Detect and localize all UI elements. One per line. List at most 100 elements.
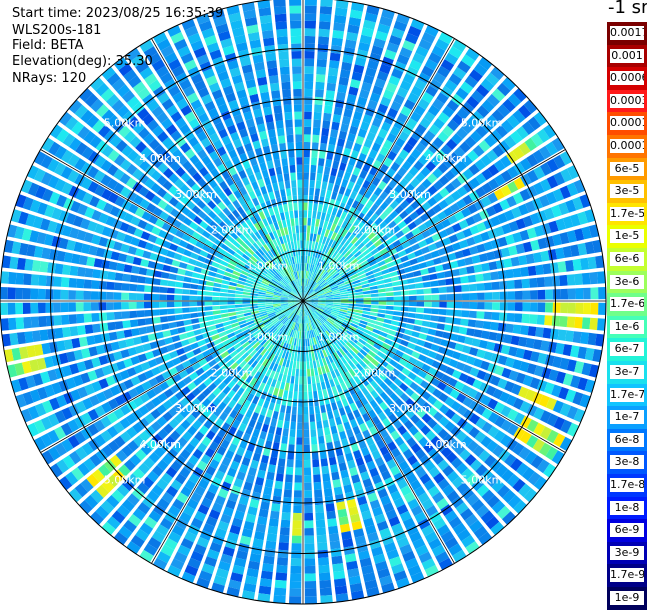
beta-cell: [470, 302, 478, 309]
beta-cell: [424, 295, 432, 300]
beta-cell: [313, 467, 321, 475]
beta-cell: [386, 306, 394, 310]
beta-cell: [84, 313, 92, 322]
colorbar-label: 0.0017: [610, 26, 644, 40]
beta-cell: [262, 563, 274, 572]
beta-cell: [335, 494, 344, 503]
beta-cell: [328, 68, 338, 77]
beta-cell: [490, 271, 499, 280]
beta-cell: [262, 30, 274, 39]
beta-cell: [513, 268, 522, 278]
beta-cell: [431, 288, 439, 294]
beta-cell: [492, 312, 500, 320]
colorbar-cell: 6e-8: [607, 429, 647, 452]
beta-cell: [583, 288, 591, 300]
beta-cell: [308, 210, 312, 218]
beta-cell: [304, 134, 311, 142]
beta-cell: [274, 588, 286, 596]
beta-cell: [278, 550, 289, 558]
beta-cell: [144, 294, 152, 301]
beta-cell: [498, 323, 507, 332]
beta-cell: [197, 307, 205, 312]
beta-cell: [283, 97, 292, 105]
beta-cell: [263, 556, 274, 565]
beta-cell: [106, 302, 114, 310]
beta-cell: [287, 459, 294, 467]
colorbar-label: 3e-7: [610, 365, 644, 379]
beta-cell: [334, 578, 346, 587]
beta-cell: [289, 157, 295, 165]
beta-cell: [273, 105, 282, 114]
beta-cell: [318, 36, 329, 44]
beta-cell: [291, 414, 296, 422]
beta-cell: [304, 468, 311, 476]
beta-cell: [311, 429, 317, 437]
beta-cell: [275, 21, 287, 29]
beta-cell: [588, 257, 597, 270]
beta-cell: [319, 21, 331, 29]
beta-cell: [364, 301, 372, 304]
beta-cell: [313, 127, 321, 135]
beta-cell: [500, 302, 508, 310]
beta-cell: [152, 286, 160, 293]
beta-cell: [447, 302, 455, 308]
beta-cell: [590, 272, 598, 284]
beta-cell: [293, 74, 302, 82]
beta-cell: [301, 256, 303, 264]
beta-cell: [424, 308, 432, 314]
beta-cell: [282, 505, 291, 513]
beta-cell: [558, 330, 567, 341]
colorbar-cell: 1e-7: [607, 406, 647, 429]
beta-cell: [319, 572, 331, 580]
beta-cell: [160, 316, 168, 323]
beta-cell: [116, 331, 125, 340]
beta-cell: [500, 292, 508, 300]
beta-cell: [304, 520, 313, 528]
beta-cell: [61, 315, 69, 325]
beta-cell: [474, 329, 483, 337]
beta-cell: [483, 273, 492, 281]
beta-cell: [311, 444, 318, 452]
beta-cell: [305, 21, 316, 29]
beta-cell: [276, 120, 284, 129]
beta-cell: [311, 165, 317, 173]
beta-cell: [145, 277, 153, 284]
beta-cell: [300, 240, 303, 248]
beta-cell: [499, 281, 507, 290]
beta-cell: [309, 188, 314, 196]
beta-cell: [304, 112, 312, 120]
beta-cell: [333, 22, 345, 31]
colorbar-cell: 6e-5: [607, 158, 647, 181]
beta-cell: [305, 36, 316, 44]
beta-cell: [304, 445, 310, 453]
beta-cell: [305, 558, 316, 566]
beta-cell: [290, 13, 302, 21]
beta-cell: [453, 318, 461, 325]
range-ring-label: 3.00km: [389, 188, 431, 201]
beta-cell: [311, 157, 317, 165]
beta-cell: [322, 120, 330, 129]
beta-cell: [294, 384, 298, 392]
beta-cell: [189, 296, 197, 301]
beta-cell: [315, 89, 324, 97]
beta-cell: [291, 558, 302, 566]
beta-cell: [574, 273, 582, 285]
colorbar-cell: 1e-6: [607, 316, 647, 339]
colorbar-label: 0.0003: [610, 94, 644, 108]
field-label: Field: BETA: [12, 38, 83, 53]
beta-cell: [159, 302, 167, 308]
beta-cell: [325, 496, 334, 505]
beta-cell: [281, 512, 290, 520]
beta-cell: [303, 339, 305, 347]
beta-cell: [305, 0, 317, 6]
beta-cell: [304, 415, 309, 423]
beta-cell: [269, 518, 279, 527]
beta-cell: [116, 263, 125, 272]
beta-cell: [182, 302, 190, 307]
beta-cell: [575, 303, 583, 314]
beta-cell: [568, 288, 576, 299]
beta-cell: [264, 45, 275, 54]
beta-cell: [304, 66, 314, 74]
colorbar-label: 1.7e-6: [610, 297, 644, 311]
beta-cell: [292, 528, 302, 536]
